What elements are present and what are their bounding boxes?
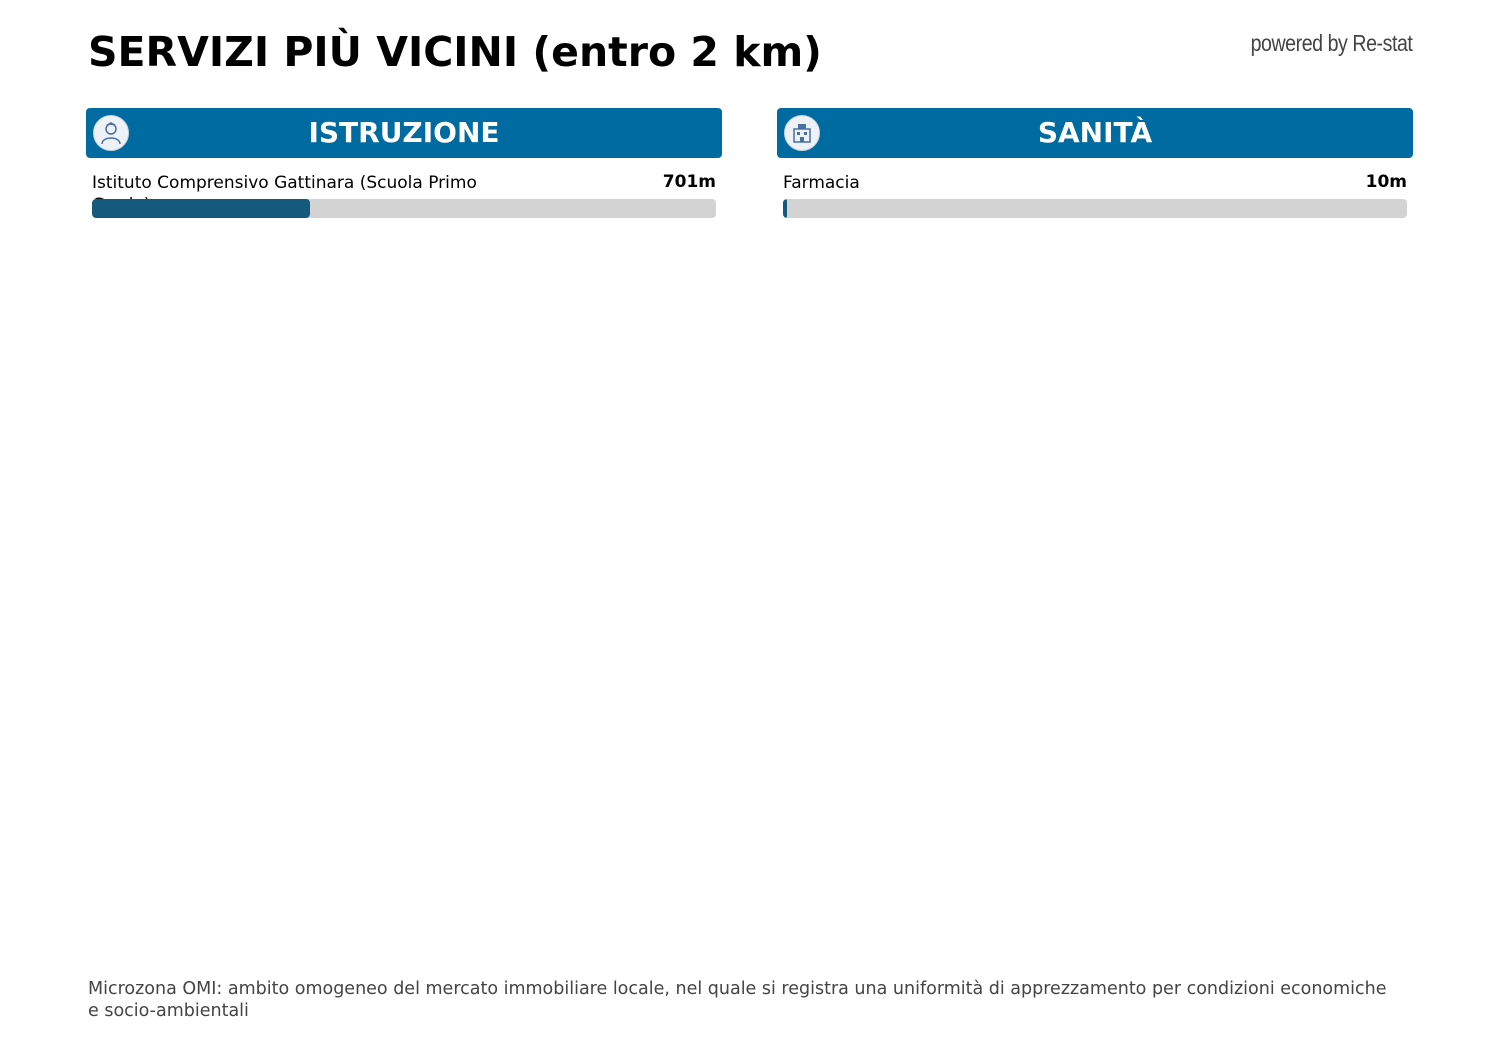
- footnote: Microzona OMI: ambito omogeneo del merca…: [88, 979, 1387, 1021]
- service-distance: 10m: [1365, 172, 1407, 192]
- section-title: ISTRUZIONE: [308, 116, 500, 149]
- section-header: SANITÀ: [777, 108, 1413, 158]
- list-item: Istituto Comprensivo Gattinara (Scuola P…: [92, 170, 716, 218]
- distance-bar: [92, 199, 716, 218]
- service-name: Farmacia: [783, 173, 860, 193]
- list-item: Farmacia 10m: [783, 170, 1407, 218]
- distance-bar-fill: [92, 199, 311, 218]
- page-title: SERVIZI PIÙ VICINI (entro 2 km): [88, 28, 822, 76]
- powered-by-logo: powered by Re-stat: [1250, 30, 1412, 56]
- hospital-icon: [784, 115, 820, 151]
- distance-bar: [783, 199, 1407, 218]
- student-icon: [93, 115, 129, 151]
- section-sanita: SANITÀ Farmacia 10m: [777, 108, 1413, 218]
- section-header: ISTRUZIONE: [86, 108, 722, 158]
- distance-bar-fill: [783, 199, 787, 218]
- service-distance: 701m: [662, 172, 716, 192]
- section-title: SANITÀ: [1037, 116, 1153, 149]
- section-istruzione: ISTRUZIONE Istituto Comprensivo Gattinar…: [86, 108, 722, 218]
